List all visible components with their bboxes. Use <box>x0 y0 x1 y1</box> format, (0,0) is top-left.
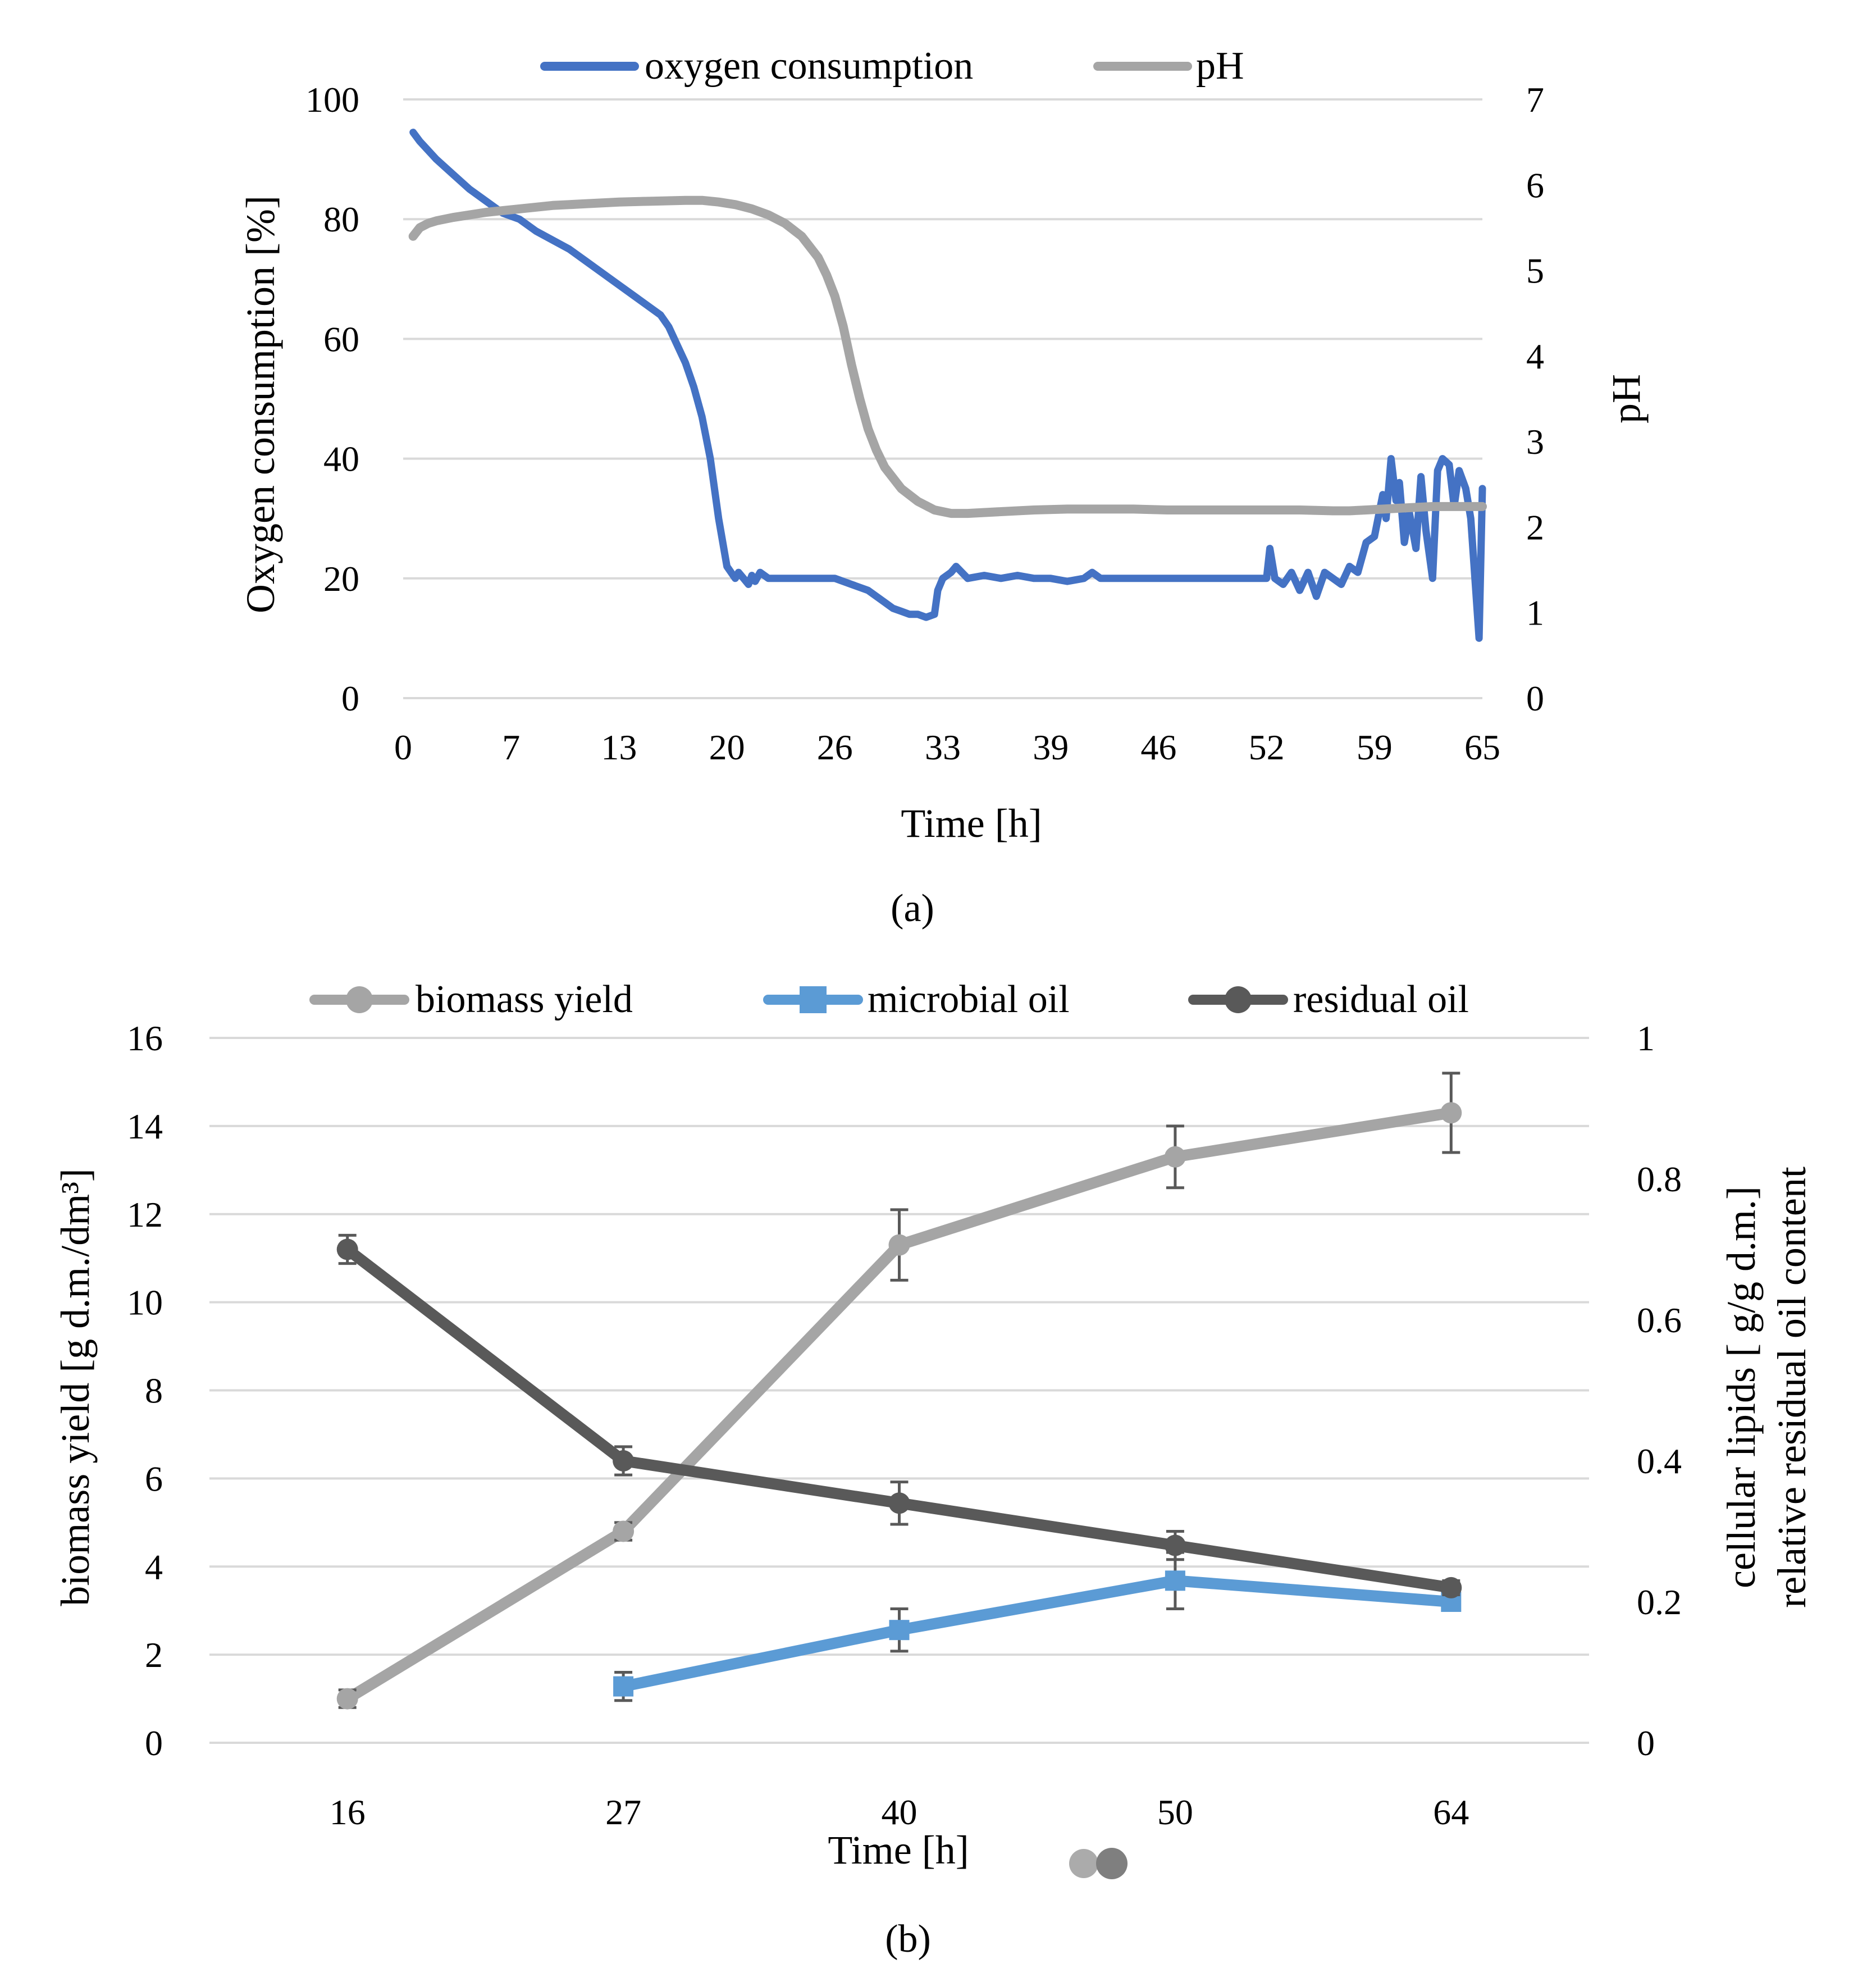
chart-b-y2-axis-title: cellular lipids [ g/g d.m.] relative res… <box>1719 1167 1814 1608</box>
y2-tick-label-b-0-8: 0.8 <box>1637 1159 1682 1199</box>
chart-b-y-axis-title: biomass yield [g d.m./dm³] <box>53 1168 98 1606</box>
data-point-biomass-yield-64 <box>1440 1102 1462 1124</box>
y2-tick-label-a-3: 3 <box>1526 422 1544 462</box>
x-tick-label-b-40: 40 <box>882 1792 918 1832</box>
y-tick-label-b-4: 4 <box>145 1547 163 1587</box>
x-tick-label-a-13: 13 <box>601 727 637 767</box>
x-tick-label-a-52: 52 <box>1249 727 1285 767</box>
chart-b-legend: biomass yield microbial oil residual oil <box>309 978 1469 1021</box>
caption-b: (b) <box>885 1917 931 1961</box>
x-tick-label-a-65: 65 <box>1464 727 1500 767</box>
data-point-residual-oil-40 <box>888 1492 910 1514</box>
data-point-residual-oil-64 <box>1440 1577 1462 1598</box>
x-tick-label-a-59: 59 <box>1357 727 1393 767</box>
y2-tick-label-a-7: 7 <box>1526 80 1544 120</box>
y-tick-label-b-14: 14 <box>127 1106 163 1146</box>
y-tick-label-a-60: 60 <box>323 319 359 359</box>
y2-tick-label-b-0: 0 <box>1637 1723 1655 1763</box>
chart-b-y2-ticks: 0 0.2 0.4 0.6 0.8 1 <box>1637 1018 1682 1763</box>
data-point-biomass-yield-40 <box>888 1234 910 1256</box>
y-tick-label-b-6: 6 <box>145 1459 163 1498</box>
chart-a-gridlines <box>403 98 1482 699</box>
data-point-residual-oil-16 <box>336 1238 358 1260</box>
chart-a-y2-axis-title: pH <box>1604 374 1649 423</box>
chart-b-x-axis-title: Time [h] <box>828 1828 969 1873</box>
legend-label-microbial-oil: microbial oil <box>868 978 1070 1021</box>
chart-a: 0 20 40 60 80 100 0 1 2 3 4 5 6 7 0 7 13 20 26 33 39 46 52 59… <box>238 44 1649 930</box>
y-tick-label-a-20: 20 <box>323 559 359 599</box>
series-line-ph <box>408 195 1487 518</box>
decorative-blob <box>1069 1848 1128 1879</box>
caption-a: (a) <box>891 887 934 930</box>
chart-b-y-ticks: 0 2 4 6 8 10 12 14 16 <box>127 1018 163 1763</box>
x-tick-label-a-39: 39 <box>1033 727 1069 767</box>
y2-tick-label-a-2: 2 <box>1526 507 1544 547</box>
series-line-oxygen-consumption <box>409 129 1486 642</box>
chart-a-x-axis-title: Time [h] <box>901 801 1042 846</box>
x-tick-label-b-27: 27 <box>605 1792 641 1832</box>
y2-tick-label-a-1: 1 <box>1526 593 1544 633</box>
data-point-microbial-oil-40 <box>889 1620 910 1641</box>
chart-a-y-axis-title: Oxygen consumption [%] <box>238 195 283 613</box>
chart-b-gridlines <box>209 1037 1589 1744</box>
chart-a-y-ticks: 0 20 40 60 80 100 <box>305 80 359 718</box>
x-tick-label-b-16: 16 <box>330 1792 366 1832</box>
x-tick-label-b-64: 64 <box>1433 1792 1469 1832</box>
y-tick-label-b-0: 0 <box>145 1723 163 1763</box>
legend-label-oxygen-consumption: oxygen consumption <box>645 44 973 88</box>
y-tick-label-b-12: 12 <box>127 1195 163 1234</box>
y2-tick-label-b-0-4: 0.4 <box>1637 1441 1682 1481</box>
x-tick-label-a-33: 33 <box>925 727 961 767</box>
y2-tick-label-a-6: 6 <box>1526 165 1544 205</box>
x-tick-label-b-50: 50 <box>1157 1792 1193 1832</box>
chart-b-series <box>336 1072 1462 1710</box>
y-tick-label-a-100: 100 <box>305 80 359 120</box>
legend-label-residual-oil: residual oil <box>1293 978 1469 1021</box>
legend-label-biomass-yield: biomass yield <box>416 978 633 1021</box>
data-point-microbial-oil-50 <box>1165 1570 1185 1591</box>
x-tick-label-a-0: 0 <box>394 727 412 767</box>
x-tick-label-a-46: 46 <box>1140 727 1176 767</box>
y-tick-label-b-16: 16 <box>127 1018 163 1058</box>
y2-tick-label-a-0: 0 <box>1526 678 1544 718</box>
y2-tick-label-b-1: 1 <box>1637 1018 1655 1058</box>
chart-b-x-ticks: 16 27 40 50 64 <box>330 1792 1469 1832</box>
y-tick-label-b-10: 10 <box>127 1283 163 1323</box>
y-tick-label-a-0: 0 <box>341 678 359 718</box>
data-point-microbial-oil-27 <box>613 1676 634 1697</box>
y-tick-label-a-40: 40 <box>323 439 359 479</box>
x-tick-label-a-20: 20 <box>709 727 745 767</box>
x-tick-label-a-26: 26 <box>817 727 853 767</box>
data-point-residual-oil-27 <box>613 1450 635 1472</box>
legend-label-ph: pH <box>1196 44 1244 88</box>
legend-marker-biomass-yield <box>346 986 373 1013</box>
chart-a-x-ticks: 0 7 13 20 26 33 39 46 52 59 65 <box>394 727 1500 767</box>
data-point-residual-oil-50 <box>1164 1534 1186 1556</box>
chart-a-y2-ticks: 0 1 2 3 4 5 6 7 <box>1526 80 1544 718</box>
series-line-microbial-oil <box>618 1575 1457 1692</box>
legend-marker-residual-oil <box>1225 986 1252 1013</box>
y2-tick-label-b-0-2: 0.2 <box>1637 1582 1682 1622</box>
y2-tick-label-a-5: 5 <box>1526 251 1544 291</box>
chart-a-series <box>408 129 1487 642</box>
y-tick-label-b-2: 2 <box>145 1635 163 1675</box>
data-point-biomass-yield-27 <box>613 1520 635 1542</box>
chart-b-y2-axis-title-line-1: cellular lipids [ g/g d.m.] <box>1719 1186 1764 1588</box>
chart-b-y2-axis-title-line-2: relative residual oil content <box>1769 1167 1814 1608</box>
chart-a-legend: oxygen consumption pH <box>540 44 1244 88</box>
y-tick-label-a-80: 80 <box>323 199 359 239</box>
y-tick-label-b-8: 8 <box>145 1371 163 1411</box>
series-line-residual-oil <box>341 1243 1457 1593</box>
legend-marker-microbial-oil <box>800 986 827 1013</box>
y2-tick-label-a-4: 4 <box>1526 336 1544 376</box>
x-tick-label-a-7: 7 <box>502 727 520 767</box>
data-point-biomass-yield-50 <box>1164 1146 1186 1168</box>
y2-tick-label-b-0-6: 0.6 <box>1637 1300 1682 1340</box>
data-point-biomass-yield-16 <box>336 1688 358 1710</box>
